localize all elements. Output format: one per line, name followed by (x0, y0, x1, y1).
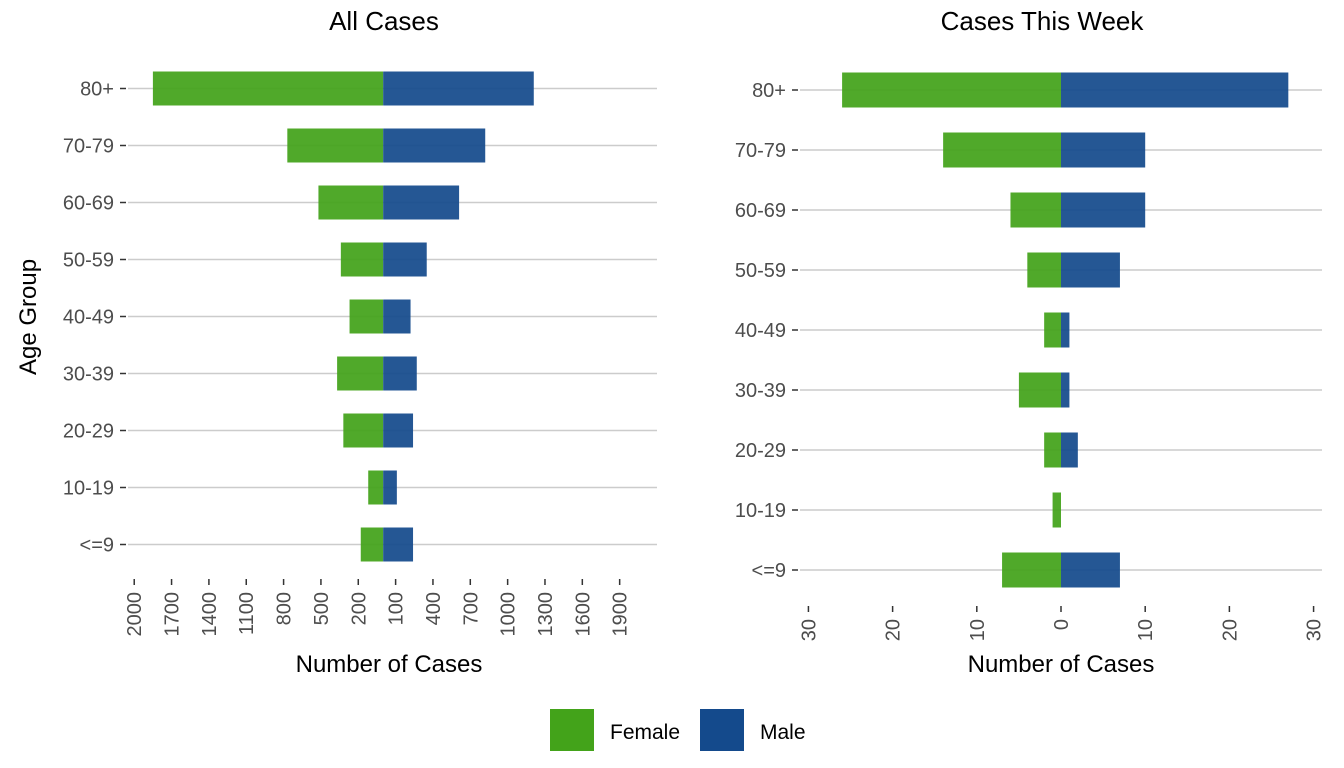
y-tick-label-20-29: 20-29 (63, 421, 114, 443)
bar-male-30-39 (383, 356, 417, 391)
x-tick-label: 2000 (124, 592, 146, 637)
legend-swatch-female (550, 709, 594, 751)
bar-male-50-59 (1061, 252, 1120, 288)
bar-female-10-19 (1052, 492, 1061, 528)
x-tick-label: 100 (386, 592, 408, 625)
bar-male-10-19 (383, 470, 397, 505)
bar-female-70-79 (943, 132, 1061, 168)
x-tick-label: 1900 (610, 592, 632, 637)
legend-swatch-male (700, 709, 744, 751)
x-tick-label: 10 (967, 619, 989, 641)
bar-female-80plus (842, 72, 1061, 108)
y-tick-label-30-39: 30-39 (63, 364, 114, 386)
bar-female-70-79 (287, 128, 384, 163)
y-tick-label-40-49: 40-49 (735, 320, 786, 342)
bar-male-60-69 (383, 185, 460, 220)
x-tick-label: 700 (460, 592, 482, 625)
bar-male-30-39 (1061, 372, 1070, 408)
bar-female-80plus (152, 71, 384, 106)
x-tick-label: 1000 (498, 592, 520, 637)
y-tick-label-50-59: 50-59 (63, 250, 114, 272)
y-tick-label-60-69: 60-69 (735, 200, 786, 222)
legend-label-male: Male (760, 721, 806, 744)
bar-male-50-59 (383, 242, 427, 277)
x-tick-label: 200 (348, 592, 370, 625)
x-tick-label: 1100 (236, 592, 258, 635)
y-tick-label-70-79: 70-79 (63, 136, 114, 158)
x-axis-label: Number of Cases (968, 651, 1155, 678)
bar-female-60-69 (318, 185, 384, 220)
bar-female-le9 (1002, 552, 1061, 588)
chart-title: All Cases (329, 6, 439, 36)
y-tick-label-le9: <=9 (752, 560, 786, 582)
bar-female-50-59 (1027, 252, 1061, 288)
bar-male-20-29 (1061, 432, 1078, 468)
bar-female-le9 (360, 527, 384, 562)
y-tick-label-30-39: 30-39 (735, 380, 786, 402)
x-tick-label: 20 (883, 619, 905, 641)
x-tick-label: 1700 (162, 592, 184, 637)
x-tick-label: 1600 (572, 592, 594, 637)
bar-female-30-39 (337, 356, 384, 391)
bar-female-20-29 (343, 413, 384, 448)
bar-male-40-49 (383, 299, 411, 334)
bar-female-40-49 (349, 299, 384, 334)
bar-male-70-79 (1061, 132, 1146, 168)
y-tick-label-60-69: 60-69 (63, 193, 114, 215)
bar-male-le9 (1061, 552, 1120, 588)
bar-female-60-69 (1010, 192, 1061, 228)
y-tick-label-10-19: 10-19 (63, 478, 114, 500)
y-tick-label-10-19: 10-19 (735, 500, 786, 522)
y-tick-label-50-59: 50-59 (735, 260, 786, 282)
x-tick-label: 800 (274, 592, 296, 625)
x-tick-label: 30 (1304, 619, 1326, 641)
x-tick-label: 0 (1051, 619, 1073, 630)
panel-cases-this-week: 80+ 70-79 60-69 50-59 40-49 30-39 20-29 10-19 <=… (735, 6, 1326, 678)
panel-all-cases: 80+ 70-79 60-69 50-59 40-49 30-39 20-29 10-19 <=… (15, 6, 657, 678)
bar-female-50-59 (340, 242, 384, 277)
x-tick-label: 10 (1135, 619, 1157, 641)
x-tick-label: 1400 (199, 592, 221, 637)
bar-male-40-49 (1061, 312, 1070, 348)
y-tick-label-le9: <=9 (80, 535, 114, 557)
legend: Female Male (550, 709, 806, 751)
y-tick-label-40-49: 40-49 (63, 307, 114, 329)
bar-male-70-79 (383, 128, 486, 163)
legend-label-female: Female (610, 721, 680, 744)
bar-male-le9 (383, 527, 414, 562)
x-tick-label: 20 (1219, 619, 1241, 641)
bar-male-20-29 (383, 413, 414, 448)
bar-male-80plus (1061, 72, 1289, 108)
chart-title: Cases This Week (941, 6, 1145, 36)
y-tick-label-70-79: 70-79 (735, 140, 786, 162)
bar-female-10-19 (368, 470, 384, 505)
bar-male-80plus (383, 71, 534, 106)
x-tick-label: 500 (311, 592, 333, 625)
x-axis-label: Number of Cases (296, 651, 483, 678)
bar-female-20-29 (1044, 432, 1061, 468)
y-tick-label-80plus: 80+ (80, 79, 114, 101)
y-tick-label-20-29: 20-29 (735, 440, 786, 462)
y-tick-label-80plus: 80+ (752, 80, 786, 102)
y-axis-label: Age Group (15, 259, 42, 375)
bar-female-40-49 (1044, 312, 1061, 348)
x-tick-label: 1300 (535, 592, 557, 637)
bar-female-30-39 (1018, 372, 1061, 408)
bar-male-60-69 (1061, 192, 1146, 228)
x-tick-label: 400 (423, 592, 445, 625)
x-tick-label: 30 (798, 619, 820, 641)
